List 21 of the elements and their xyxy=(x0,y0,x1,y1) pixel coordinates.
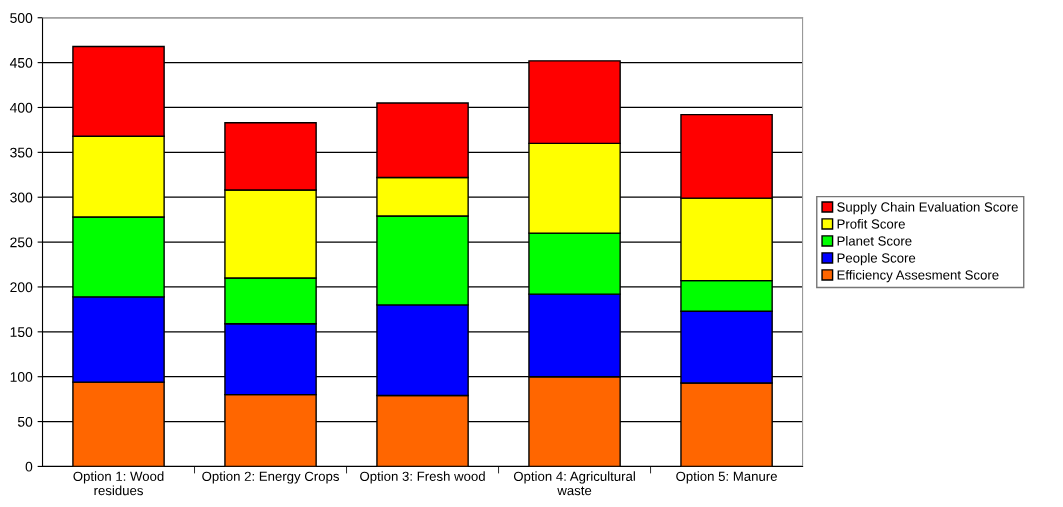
x-tick-label: Option 3: Fresh wood xyxy=(360,471,485,484)
x-tick-label: Option 5: Manure xyxy=(676,471,777,484)
legend-label: Supply Chain Evaluation Score xyxy=(837,202,1018,215)
y-tick-label: 200 xyxy=(10,282,33,293)
legend-label: People Score xyxy=(837,252,916,266)
legend-label: Profit Score xyxy=(837,218,905,229)
y-tick-label: 400 xyxy=(9,102,33,113)
x-tick-label: Option 2: Energy Crops xyxy=(202,471,339,484)
y-tick-label: 50 xyxy=(17,416,33,427)
y-tick-label: 300 xyxy=(10,192,33,203)
legend-label: Planet Score xyxy=(837,235,912,246)
legend-label: Efficiency Assesment Score xyxy=(837,269,999,283)
y-tick-label: 100 xyxy=(10,372,33,382)
y-tick-label: 500 xyxy=(10,13,33,23)
y-tick-label: 150 xyxy=(10,327,33,337)
y-tick-label: 450 xyxy=(9,57,33,68)
y-tick-label: 350 xyxy=(10,147,33,158)
x-tick-label: Option 4: Agricultural waste xyxy=(513,471,635,496)
y-tick-label: 0 xyxy=(25,461,33,472)
y-tick-label: 250 xyxy=(10,237,33,248)
x-tick-label: Option 1: Wood residues xyxy=(73,471,164,496)
